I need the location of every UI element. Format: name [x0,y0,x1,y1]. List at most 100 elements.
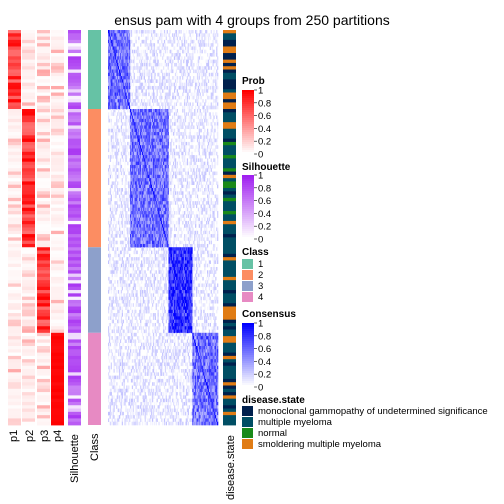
consensus-cell [109,53,112,57]
consensus-cell [156,128,158,133]
consensus-cell [159,95,161,100]
consensus-cell [126,102,128,107]
consensus-cell [166,49,168,54]
consensus-cell [159,184,161,189]
consensus-cell [174,211,176,215]
consensus-cell [138,191,140,195]
consensus-cell [180,181,182,186]
consensus-cell [148,112,150,116]
consensus-cell [158,138,160,143]
consensus-cell [115,95,117,100]
consensus-cell [189,201,191,205]
consensus-cell [160,30,162,34]
consensus-cell [156,122,158,126]
consensus-cell [135,89,137,93]
consensus-cell [178,115,180,120]
consensus-cell [156,115,158,120]
prob-cell [22,194,35,199]
silhouette-cell [68,408,81,413]
consensus-cell [195,174,197,179]
consensus-cell [203,89,205,93]
consensus-cell [141,171,144,176]
consensus-cell [109,39,112,44]
consensus-cell [165,125,167,130]
consensus-cell [176,171,178,176]
consensus-cell [140,102,142,107]
consensus-cell [126,62,128,67]
consensus-cell [129,109,131,113]
consensus-cell [134,128,136,133]
consensus-cell [145,188,147,192]
prob-cell [22,89,35,93]
consensus-cell [141,56,144,60]
consensus-cell [110,33,112,37]
consensus-cell [204,145,206,149]
consensus-cell [136,164,138,169]
consensus-cell [206,132,208,136]
consensus-cell [193,62,195,67]
consensus-cell [203,105,205,110]
consensus-cell [139,30,141,34]
consensus-cell [110,62,112,67]
consensus-cell [159,201,161,205]
consensus-cell [155,79,157,83]
consensus-cell [207,95,210,100]
consensus-cell [179,118,181,123]
consensus-cell [183,204,185,209]
consensus-cell [164,128,167,133]
consensus-cell [141,188,144,192]
consensus-cell [209,112,211,116]
consensus-cell [130,197,133,202]
consensus-cell [183,132,185,136]
consensus-cell [206,85,208,90]
consensus-cell [216,59,218,64]
consensus-cell [163,155,165,159]
consensus-cell [205,115,207,120]
consensus-cell [133,72,135,77]
consensus-cell [156,217,158,222]
consensus-cell [120,118,123,123]
prob-cell [8,257,21,261]
consensus-cell [130,122,132,126]
consensus-cell [133,161,135,166]
consensus-cell [171,178,173,182]
consensus-cell [163,171,165,176]
consensus-cell [169,122,171,126]
consensus-cell [198,148,200,153]
consensus-cell [145,201,147,205]
consensus-cell [154,181,156,186]
prob-cell [37,135,50,140]
prob-cell [37,197,50,202]
consensus-cell [131,164,134,169]
consensus-cell [111,33,113,37]
consensus-cell [113,53,115,57]
prob-cell [51,408,64,413]
consensus-cell [110,72,112,77]
consensus-cell [181,178,183,182]
consensus-cell [144,151,146,156]
consensus-cell [119,53,122,57]
consensus-cell [144,141,146,146]
consensus-cell [138,36,140,41]
consensus-cell [130,191,132,195]
consensus-cell [130,220,133,225]
consensus-cell [139,151,141,156]
consensus-cell [123,89,125,93]
consensus-cell [208,138,211,143]
consensus-cell [116,174,118,179]
consensus-cell [152,125,154,130]
consensus-cell [112,105,114,110]
consensus-cell [147,197,149,202]
consensus-cell [153,145,156,149]
consensus-cell [214,59,216,64]
consensus-cell [140,161,142,166]
consensus-cell [184,132,186,136]
consensus-cell [132,184,134,189]
consensus-cell [130,194,132,199]
consensus-cell [110,118,112,123]
silhouette-cell [68,319,81,324]
consensus-cell [121,53,123,57]
consensus-cell [152,224,154,228]
prob-cell [37,194,50,199]
consensus-cell [155,141,157,146]
